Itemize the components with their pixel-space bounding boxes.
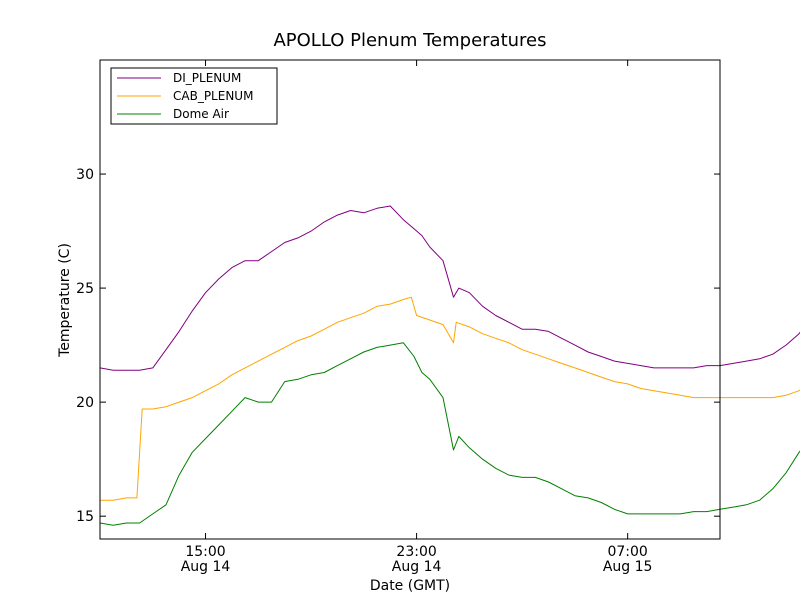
series-line-di-plenum	[99, 205, 800, 371]
legend-label-cab-plenum: CAB_PLENUM	[173, 89, 253, 103]
y-axis-label: Temperature (C)	[57, 243, 73, 358]
x-tick-label-time: 07:00	[607, 544, 647, 560]
x-tick-label-time: 15:00	[185, 544, 225, 560]
legend-label-dome-air: Dome Air	[173, 107, 229, 121]
series-line-dome-air	[99, 342, 800, 526]
legend-label-di-plenum: DI_PLENUM	[173, 71, 241, 85]
y-tick-label: 25	[76, 281, 94, 297]
legend: DI_PLENUM CAB_PLENUM Dome Air	[110, 67, 278, 125]
chart-title: APOLLO Plenum Temperatures	[273, 30, 546, 51]
y-tick-label: 30	[76, 167, 94, 183]
series-line-cab-plenum	[100, 296, 800, 501]
x-axis-label: Date (GMT)	[370, 578, 450, 594]
series-layer	[99, 205, 800, 526]
y-tick-label: 20	[76, 395, 94, 411]
y-tick-label: 15	[76, 509, 94, 525]
x-tick-label-time: 23:00	[396, 544, 436, 560]
x-tick-label-date: Aug 15	[603, 559, 653, 575]
x-tick-label-date: Aug 14	[392, 559, 442, 575]
plot-frame	[99, 59, 721, 540]
y-axis-ticks: 15 20 25 30	[76, 167, 720, 525]
x-tick-label-date: Aug 14	[181, 559, 231, 575]
